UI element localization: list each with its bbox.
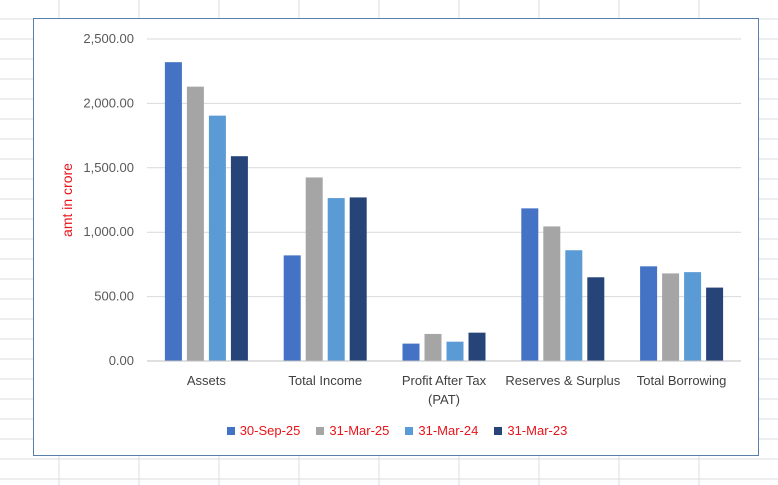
- bar-chart-plot: 2,500.00 2,000.00 1,500.00 1,000.00 500.00 0.…: [59, 31, 741, 407]
- legend-label: 31-Mar-23: [507, 423, 568, 438]
- bar[interactable]: [164, 62, 182, 362]
- y-tick-label: 0.00: [109, 353, 134, 368]
- bar[interactable]: [468, 332, 486, 361]
- x-tick-label: Reserves & Surplus: [505, 373, 620, 388]
- bar[interactable]: [587, 277, 605, 361]
- y-tick-label: 2,000.00: [83, 95, 134, 110]
- legend-entry[interactable]: 31-Mar-25: [316, 423, 389, 438]
- bar[interactable]: [565, 250, 583, 361]
- bar[interactable]: [208, 115, 226, 361]
- bar[interactable]: [424, 333, 442, 361]
- x-tick-label: Profit After Tax (PAT): [402, 373, 487, 407]
- x-tick-label: Assets: [187, 373, 227, 388]
- bar[interactable]: [327, 198, 345, 361]
- legend-swatch: [405, 426, 414, 435]
- legend-label: 30-Sep-25: [239, 423, 301, 438]
- y-tick-label: 1,500.00: [83, 160, 134, 175]
- bar[interactable]: [230, 156, 248, 361]
- bar[interactable]: [283, 255, 301, 361]
- bar[interactable]: [640, 266, 658, 361]
- bar[interactable]: [706, 287, 724, 361]
- bar[interactable]: [543, 226, 561, 361]
- bar[interactable]: [662, 273, 680, 361]
- bar[interactable]: [186, 86, 204, 361]
- bar[interactable]: [446, 341, 464, 361]
- legend-label: 31-Mar-24: [418, 423, 479, 438]
- legend-entry[interactable]: 31-Mar-24: [405, 423, 478, 438]
- legend-entry[interactable]: 31-Mar-23: [494, 423, 567, 438]
- legend-swatch: [316, 426, 325, 435]
- x-tick-label: Total Income: [288, 373, 362, 388]
- bar[interactable]: [402, 343, 420, 361]
- bar[interactable]: [684, 272, 702, 361]
- x-tick-label: Total Borrowing: [637, 373, 727, 388]
- y-tick-label: 2,500.00: [83, 31, 134, 46]
- chart-area[interactable]: 2,500.00 2,000.00 1,500.00 1,000.00 500.00 0.…: [33, 18, 759, 456]
- y-tick-label: 500.00: [94, 289, 134, 304]
- bar[interactable]: [305, 177, 323, 361]
- legend-swatch: [226, 426, 235, 435]
- y-tick-label: 1,000.00: [83, 224, 134, 239]
- chart-legend: 30-Sep-25 31-Mar-25 31-Mar-24 31-Mar-23: [34, 423, 760, 438]
- legend-entry[interactable]: 30-Sep-25: [226, 423, 301, 438]
- bar[interactable]: [521, 208, 539, 361]
- legend-label: 31-Mar-25: [329, 423, 390, 438]
- bar[interactable]: [349, 197, 367, 361]
- y-axis-title: amt in crore: [59, 163, 75, 237]
- legend-swatch: [494, 426, 503, 435]
